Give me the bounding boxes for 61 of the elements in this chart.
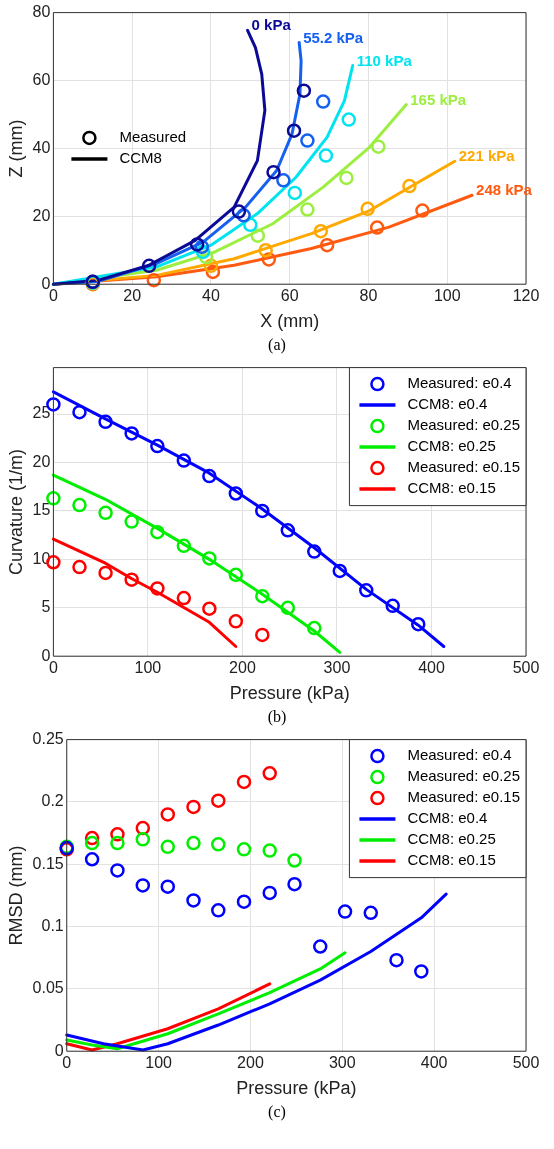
legend-label: CCM8: e0.15: [407, 851, 496, 869]
legend-label: CCM8: e0.4: [407, 809, 488, 827]
series-label: 55.2 kPa: [303, 28, 364, 46]
y-tick-label: 40: [32, 138, 51, 156]
x-tick-label: 80: [359, 287, 378, 305]
legend-label: Measured: [119, 128, 187, 146]
y-tick-label: 20: [32, 452, 51, 470]
x-tick-label: 40: [202, 287, 220, 305]
series-label: 110 kPa: [356, 51, 413, 69]
x-axis-title: Pressure (kPa): [229, 683, 350, 704]
y-tick-label: 0.2: [41, 792, 64, 810]
legend-label: Measured: e0.15: [407, 788, 520, 806]
x-tick-label: 120: [512, 287, 540, 305]
y-tick-label: 0: [41, 646, 51, 664]
x-tick-label: 60: [280, 287, 299, 305]
x-tick-label: 300: [323, 659, 351, 677]
legend-label: Measured: e0.15: [407, 458, 520, 476]
y-tick-label: 0: [41, 274, 51, 292]
series-label: 0 kPa: [251, 16, 292, 34]
legend-label: Measured: e0.25: [407, 416, 520, 434]
y-tick-label: 60: [32, 70, 51, 88]
x-tick-label: 200: [229, 659, 256, 677]
y-tick-label: 20: [32, 206, 51, 224]
x-axis-title: X (mm): [260, 311, 320, 332]
x-tick-label: 200: [237, 1054, 264, 1072]
x-tick-label: 400: [420, 1054, 448, 1072]
legend-label: CCM8: e0.4: [407, 395, 488, 413]
legend-label: CCM8: e0.15: [407, 479, 496, 497]
x-tick-label: 300: [328, 1054, 356, 1072]
y-tick-label: 15: [32, 501, 51, 519]
legend-label: CCM8: [119, 149, 162, 167]
y-tick-label: 0.25: [32, 730, 64, 748]
legend-label: Measured: e0.4: [407, 746, 512, 764]
y-tick-label: 5: [41, 598, 51, 616]
legend-label: Measured: e0.4: [407, 374, 512, 392]
legend-label: CCM8: e0.25: [407, 830, 496, 848]
y-tick-label: 0.15: [32, 854, 64, 872]
y-tick-label: 80: [32, 3, 51, 21]
y-axis-title: RMSD (mm): [5, 845, 26, 946]
x-tick-label: 20: [123, 287, 142, 305]
y-axis-title: Z (mm): [5, 119, 26, 178]
text: (b): [266, 707, 288, 727]
text: (a): [267, 335, 287, 355]
x-tick-label: 100: [145, 1054, 173, 1072]
series-label: 248 kPa: [476, 181, 533, 199]
legend-label: CCM8: e0.25: [407, 437, 496, 455]
y-tick-label: 0: [54, 1041, 64, 1059]
y-tick-label: 0.1: [41, 916, 64, 934]
x-tick-label: 500: [512, 659, 540, 677]
legend-label: Measured: e0.25: [407, 767, 520, 785]
x-tick-label: 500: [512, 1054, 540, 1072]
y-axis-title: Curvature (1/m): [5, 448, 26, 575]
x-axis-title: Pressure (kPa): [236, 1078, 357, 1099]
x-tick-label: 100: [134, 659, 162, 677]
y-tick-label: 0.05: [32, 979, 64, 997]
text: (c): [267, 1102, 287, 1122]
series-label: 221 kPa: [458, 147, 516, 165]
x-tick-label: 100: [433, 287, 461, 305]
y-tick-label: 25: [32, 404, 51, 422]
x-tick-label: 400: [418, 659, 445, 677]
series-label: 165 kPa: [410, 90, 467, 108]
